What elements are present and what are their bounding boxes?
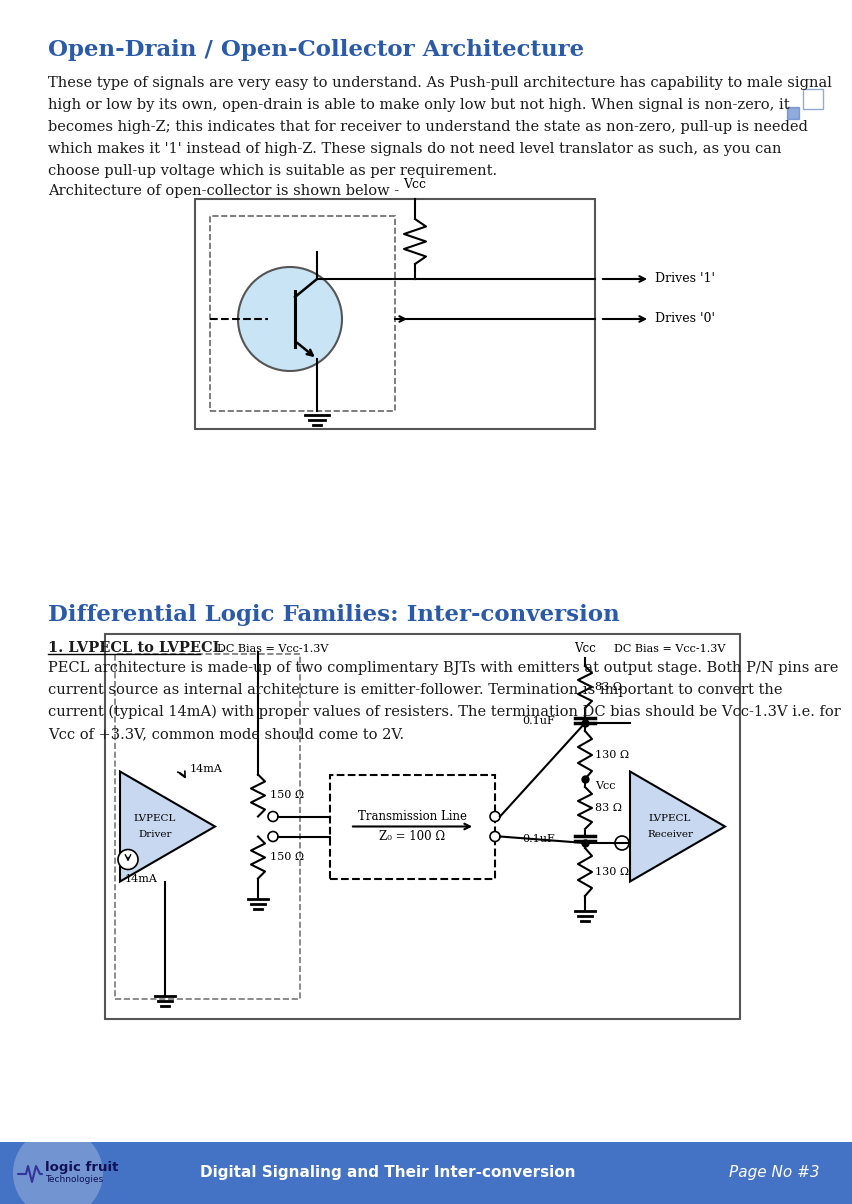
Text: LVPECL: LVPECL xyxy=(649,814,691,824)
Circle shape xyxy=(118,850,138,869)
Circle shape xyxy=(490,811,500,821)
Text: choose pull-up voltage which is suitable as per requirement.: choose pull-up voltage which is suitable… xyxy=(48,164,497,178)
Text: Differential Logic Families: Inter-conversion: Differential Logic Families: Inter-conve… xyxy=(48,604,619,626)
Text: high or low by its own, open-drain is able to make only low but not high. When s: high or low by its own, open-drain is ab… xyxy=(48,98,790,112)
Text: DC Bias = Vcc-1.3V: DC Bias = Vcc-1.3V xyxy=(614,644,726,654)
Circle shape xyxy=(615,836,629,850)
Bar xyxy=(195,199,595,429)
Text: 14mA: 14mA xyxy=(125,873,158,884)
Text: 0.1uF: 0.1uF xyxy=(522,716,555,726)
Text: becomes high-Z; this indicates that for receiver to understand the state as non-: becomes high-Z; this indicates that for … xyxy=(48,120,808,134)
Text: Receiver: Receiver xyxy=(647,830,693,839)
Text: which makes it '1' instead of high-Z. These signals do not need level translator: which makes it '1' instead of high-Z. Th… xyxy=(48,142,781,157)
Text: 130 Ω: 130 Ω xyxy=(595,867,629,877)
Circle shape xyxy=(238,267,342,371)
Bar xyxy=(330,774,495,879)
Text: 14mA: 14mA xyxy=(190,763,223,773)
Circle shape xyxy=(490,832,500,842)
Text: Vcc: Vcc xyxy=(404,178,427,191)
Text: current source as internal architecture is emitter-follower. Termination is impo: current source as internal architecture … xyxy=(48,683,782,697)
Circle shape xyxy=(13,1128,103,1204)
Text: Page No #3: Page No #3 xyxy=(729,1165,820,1180)
Circle shape xyxy=(268,832,278,842)
Text: Driver: Driver xyxy=(138,830,172,839)
Text: Open-Drain / Open-Collector Architecture: Open-Drain / Open-Collector Architecture xyxy=(48,39,584,61)
Text: Drives '1': Drives '1' xyxy=(655,271,715,284)
Text: 0.1uF: 0.1uF xyxy=(522,834,555,844)
Text: 83 Ω: 83 Ω xyxy=(595,803,622,813)
Bar xyxy=(105,635,740,1019)
Bar xyxy=(0,1143,852,1204)
Text: 150 Ω: 150 Ω xyxy=(270,852,304,862)
Text: Digital Signaling and Their Inter-conversion: Digital Signaling and Their Inter-conver… xyxy=(200,1165,575,1180)
Bar xyxy=(803,89,823,110)
Bar xyxy=(210,216,395,411)
Bar xyxy=(787,107,799,119)
Text: Transmission Line: Transmission Line xyxy=(358,810,467,824)
Text: Vcc of +3.3V, common mode should come to 2V.: Vcc of +3.3V, common mode should come to… xyxy=(48,727,404,740)
Text: 83 Ω: 83 Ω xyxy=(595,681,622,692)
Text: Z₀ = 100 Ω: Z₀ = 100 Ω xyxy=(379,830,446,843)
Polygon shape xyxy=(120,772,215,881)
Text: DC Bias = Vcc-1.3V: DC Bias = Vcc-1.3V xyxy=(217,644,329,654)
Text: 150 Ω: 150 Ω xyxy=(270,791,304,801)
Bar xyxy=(115,654,300,999)
Text: Technologies: Technologies xyxy=(45,1175,103,1185)
Text: PECL architecture is made-up of two complimentary BJTs with emitters at output s: PECL architecture is made-up of two comp… xyxy=(48,661,838,675)
Text: Drives '0': Drives '0' xyxy=(655,312,715,325)
Text: 1. LVPECL to LVPECL: 1. LVPECL to LVPECL xyxy=(48,641,223,655)
Circle shape xyxy=(268,811,278,821)
Text: LVPECL: LVPECL xyxy=(134,814,176,824)
Text: Vcc: Vcc xyxy=(574,642,596,655)
Text: Vcc: Vcc xyxy=(595,781,615,791)
Polygon shape xyxy=(630,772,725,881)
Text: These type of signals are very easy to understand. As Push-pull architecture has: These type of signals are very easy to u… xyxy=(48,76,832,90)
Text: current (typical 14mA) with proper values of resisters. The termination DC bias : current (typical 14mA) with proper value… xyxy=(48,706,841,720)
Text: Architecture of open-collector is shown below -: Architecture of open-collector is shown … xyxy=(48,184,399,197)
Text: logic fruit: logic fruit xyxy=(45,1161,118,1174)
Text: 130 Ω: 130 Ω xyxy=(595,750,629,760)
